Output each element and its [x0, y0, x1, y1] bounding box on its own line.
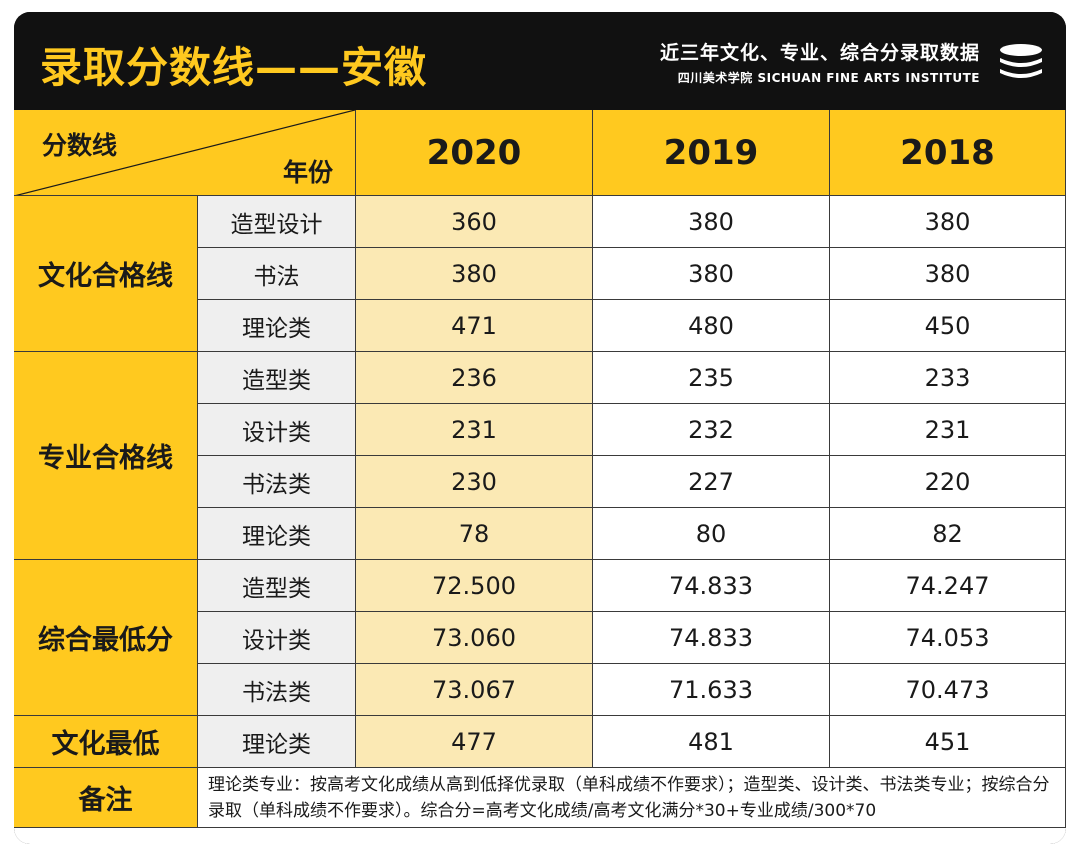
note-text: 理论类专业：按高考文化成绩从高到低择优录取（单科成绩不作要求）；造型类、设计类、… [198, 768, 1066, 828]
stacked-discs-icon [1000, 44, 1042, 78]
score-cell: 74.833 [593, 612, 830, 664]
year-header: 2020 [356, 110, 593, 196]
score-cell: 78 [356, 508, 593, 560]
header-subtitle: 近三年文化、专业、综合分录取数据 [659, 42, 980, 64]
category-label: 综合最低分 [14, 560, 198, 716]
subcategory-label: 造型类 [198, 560, 356, 612]
score-cell: 231 [356, 404, 593, 456]
score-cell: 236 [356, 352, 593, 404]
score-cell: 380 [593, 196, 830, 248]
header-bar: 录取分数线——安徽 近三年文化、专业、综合分录取数据 四川美术学院 SICHUA… [14, 12, 1066, 110]
score-cell: 471 [356, 300, 593, 352]
score-card: 录取分数线——安徽 近三年文化、专业、综合分录取数据 四川美术学院 SICHUA… [14, 12, 1066, 844]
category-label: 文化合格线 [14, 196, 198, 352]
score-cell: 71.633 [593, 664, 830, 716]
score-cell: 74.833 [593, 560, 830, 612]
header-info: 近三年文化、专业、综合分录取数据 四川美术学院 SICHUAN FINE ART… [660, 38, 980, 86]
subcategory-label: 设计类 [198, 612, 356, 664]
corner-label-score: 分数线 [42, 131, 118, 160]
subcategory-label: 书法 [198, 248, 356, 300]
institute-name: 四川美术学院 SICHUAN FINE ARTS INSTITUTE [677, 71, 980, 85]
year-header: 2019 [593, 110, 830, 196]
score-cell: 227 [593, 456, 830, 508]
score-cell: 235 [593, 352, 830, 404]
score-cell: 73.067 [356, 664, 593, 716]
score-table: 分数线 年份 2020 2019 2018 文化合格线 造型设计 360 380 380… [14, 110, 1066, 844]
score-cell: 73.060 [356, 612, 593, 664]
table-corner-header: 分数线 年份 [14, 110, 356, 196]
page-title: 录取分数线——安徽 [40, 43, 428, 92]
subcategory-label: 理论类 [198, 508, 356, 560]
subcategory-label: 书法类 [198, 456, 356, 508]
score-cell: 80 [593, 508, 830, 560]
score-cell: 451 [830, 716, 1066, 768]
subcategory-label: 书法类 [198, 664, 356, 716]
subcategory-label: 理论类 [198, 300, 356, 352]
score-cell: 360 [356, 196, 593, 248]
score-cell: 70.473 [830, 664, 1066, 716]
score-cell: 230 [356, 456, 593, 508]
year-header: 2018 [830, 110, 1066, 196]
score-cell: 82 [830, 508, 1066, 560]
score-cell: 233 [830, 352, 1066, 404]
score-cell: 74.053 [830, 612, 1066, 664]
score-cell: 231 [830, 404, 1066, 456]
score-cell: 481 [593, 716, 830, 768]
note-label: 备注 [14, 768, 198, 828]
score-cell: 220 [830, 456, 1066, 508]
score-cell: 450 [830, 300, 1066, 352]
score-cell: 72.500 [356, 560, 593, 612]
corner-label-year: 年份 [282, 158, 333, 187]
subcategory-label: 造型类 [198, 352, 356, 404]
score-cell: 477 [356, 716, 593, 768]
score-cell: 480 [593, 300, 830, 352]
category-label: 专业合格线 [14, 352, 198, 560]
category-label: 文化最低 [14, 716, 198, 768]
score-cell: 232 [593, 404, 830, 456]
diagonal-divider [15, 110, 355, 195]
subcategory-label: 造型设计 [198, 196, 356, 248]
score-cell: 74.247 [830, 560, 1066, 612]
score-cell: 380 [830, 248, 1066, 300]
score-cell: 380 [356, 248, 593, 300]
score-cell: 380 [593, 248, 830, 300]
score-cell: 380 [830, 196, 1066, 248]
subcategory-label: 理论类 [198, 716, 356, 768]
subcategory-label: 设计类 [198, 404, 356, 456]
